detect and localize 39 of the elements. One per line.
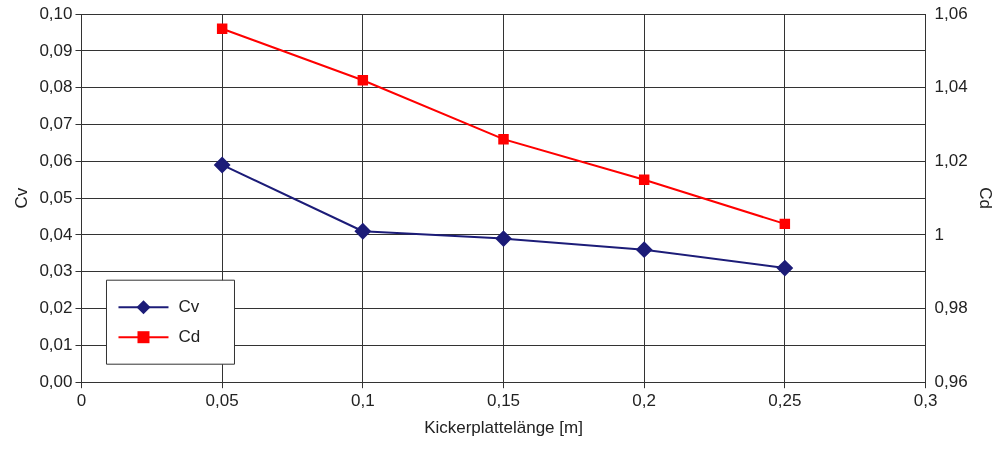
y-tick-label: 0,09 [39,40,73,60]
point [216,23,228,34]
y2-tick-label: 1,06 [934,3,968,23]
y-tick-label: 0,10 [39,3,73,23]
point [638,174,650,185]
y-tick-label: 0,04 [39,224,73,244]
y-tick-label: 0,03 [39,261,73,281]
y2-tick-label: 0,98 [934,298,968,318]
x-tick-label: 0 [76,391,87,411]
y2-tick-label: 1,02 [934,150,968,170]
y-tick-label: 0,02 [39,298,73,318]
x-tick-label: 0,3 [913,391,938,411]
y-tick-label: 0,08 [39,77,73,97]
x-axis-title: Kickerplattelänge [m] [424,418,583,438]
y-tick-label: 0,01 [39,335,73,355]
point [357,75,369,86]
x-tick-label: 0,15 [486,391,521,411]
point [495,230,512,247]
y2-tick-label: 1 [934,224,944,244]
x-tick-label: 0,1 [351,391,375,411]
point [214,156,231,173]
y-tick-label: 0,06 [39,150,73,170]
x-tick-label: 0,2 [632,391,656,411]
point [779,218,791,230]
point [776,260,793,277]
y-tick-label: 0,00 [39,371,73,391]
point [498,133,509,145]
y-tick-label: 0,05 [39,187,73,207]
legend-label: Cv [178,296,200,316]
legend-label: Cd [178,326,201,346]
point [636,241,653,258]
y2-axis-title: Cd [976,187,996,209]
y2-tick-label: 0,96 [934,371,968,391]
y-tick-label: 0,07 [39,114,73,134]
point [354,223,371,240]
y2-tick-label: 1,04 [934,77,968,97]
y-axis-title: Cv [11,187,31,209]
x-tick-label: 0,25 [768,391,802,411]
x-tick-label: 0,05 [205,391,239,411]
